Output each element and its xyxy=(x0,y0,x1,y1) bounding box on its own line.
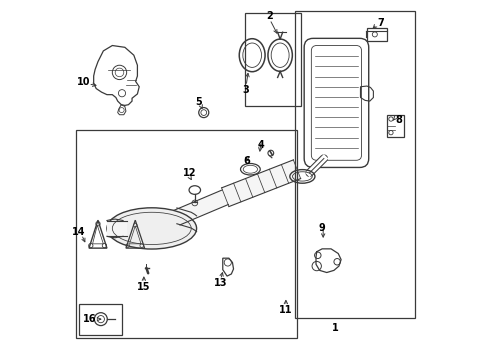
Text: 5: 5 xyxy=(195,97,202,107)
Bar xyxy=(79,304,122,335)
Text: 14: 14 xyxy=(72,227,85,237)
Text: 4: 4 xyxy=(258,140,265,150)
Bar xyxy=(387,115,404,137)
Polygon shape xyxy=(107,221,126,236)
Text: 2: 2 xyxy=(267,11,273,21)
Polygon shape xyxy=(174,190,228,225)
Text: 8: 8 xyxy=(396,115,403,125)
Bar xyxy=(295,12,416,318)
Text: 3: 3 xyxy=(243,85,249,95)
Bar xyxy=(76,130,297,338)
Polygon shape xyxy=(221,160,301,207)
Text: 15: 15 xyxy=(137,282,150,292)
Text: 16: 16 xyxy=(83,314,97,324)
Bar xyxy=(367,28,387,41)
Text: 1: 1 xyxy=(332,323,339,333)
Text: 9: 9 xyxy=(318,224,325,233)
Text: 11: 11 xyxy=(279,305,293,315)
Ellipse shape xyxy=(107,208,196,249)
Text: 6: 6 xyxy=(244,156,250,166)
Text: 10: 10 xyxy=(77,77,90,87)
Text: 12: 12 xyxy=(183,168,196,178)
Bar xyxy=(245,13,300,107)
Text: 7: 7 xyxy=(377,18,384,28)
Text: 13: 13 xyxy=(214,278,227,288)
